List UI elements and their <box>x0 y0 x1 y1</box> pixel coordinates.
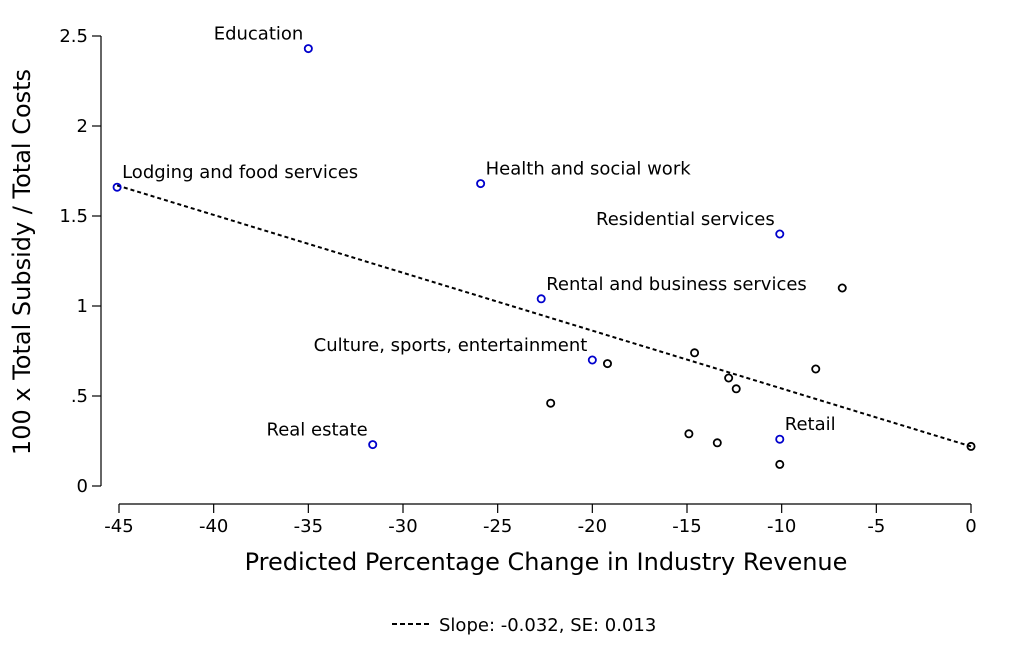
x-tick-label: -10 <box>767 516 796 537</box>
data-point <box>966 441 976 451</box>
highlighted-point <box>775 229 785 239</box>
x-tick-label: -15 <box>672 516 701 537</box>
data-point <box>775 459 785 469</box>
point-label: Health and social work <box>486 159 692 180</box>
y-tick-label: 2.5 <box>59 26 88 47</box>
point-label: Education <box>214 24 304 45</box>
y-axis-title: 100 x Total Subsidy / Total Costs <box>8 69 36 455</box>
data-point <box>811 364 821 374</box>
data-point <box>724 373 734 383</box>
data-point <box>684 429 694 439</box>
fit-line <box>116 184 972 448</box>
highlighted-point <box>775 434 785 444</box>
legend: Slope: -0.032, SE: 0.013 <box>392 615 656 636</box>
x-tick-label: 0 <box>965 516 976 537</box>
point-label: Rental and business services <box>546 274 807 295</box>
x-tick-label: -5 <box>867 516 885 537</box>
data-point <box>690 348 700 358</box>
y-tick-label: 2 <box>77 116 88 137</box>
highlighted-point <box>368 440 378 450</box>
data-point <box>546 398 556 408</box>
point-label: Culture, sports, entertainment <box>314 335 588 356</box>
data-point <box>602 359 612 369</box>
x-tick-label: -30 <box>388 516 417 537</box>
x-tick-label: -35 <box>294 516 323 537</box>
highlighted-point <box>112 182 122 192</box>
y-ticks: 0 .5 1 1.5 2 2.5 <box>59 26 101 497</box>
x-tick-label: -40 <box>199 516 228 537</box>
point-label: Lodging and food services <box>122 162 358 183</box>
x-tick-label: -45 <box>104 516 133 537</box>
point-label: Real estate <box>267 420 368 441</box>
fit-line-group <box>116 184 972 448</box>
point-label: Residential services <box>596 209 775 230</box>
point-labels: Education Lodging and food services Health… <box>122 24 836 441</box>
point-label: Retail <box>785 414 836 435</box>
data-point <box>712 438 722 448</box>
x-tick-label: -25 <box>483 516 512 537</box>
highlighted-point <box>303 44 313 54</box>
y-tick-label: 1.5 <box>59 206 88 227</box>
x-axis-title: Predicted Percentage Change in Industry … <box>245 548 848 576</box>
highlighted-point <box>536 294 546 304</box>
x-tick-label: -20 <box>578 516 607 537</box>
y-tick-label: 1 <box>77 296 88 317</box>
highlighted-point <box>587 355 597 365</box>
y-tick-label: .5 <box>71 386 88 407</box>
data-point <box>837 283 847 293</box>
legend-label: Slope: -0.032, SE: 0.013 <box>439 615 656 636</box>
highlighted-point <box>476 179 486 189</box>
axes <box>100 36 971 505</box>
data-point <box>731 384 741 394</box>
data-points <box>112 44 976 469</box>
y-tick-label: 0 <box>77 476 88 497</box>
x-ticks: -45 -40 -35 -30 -25 -20 -15 -10 -5 0 <box>104 504 977 537</box>
